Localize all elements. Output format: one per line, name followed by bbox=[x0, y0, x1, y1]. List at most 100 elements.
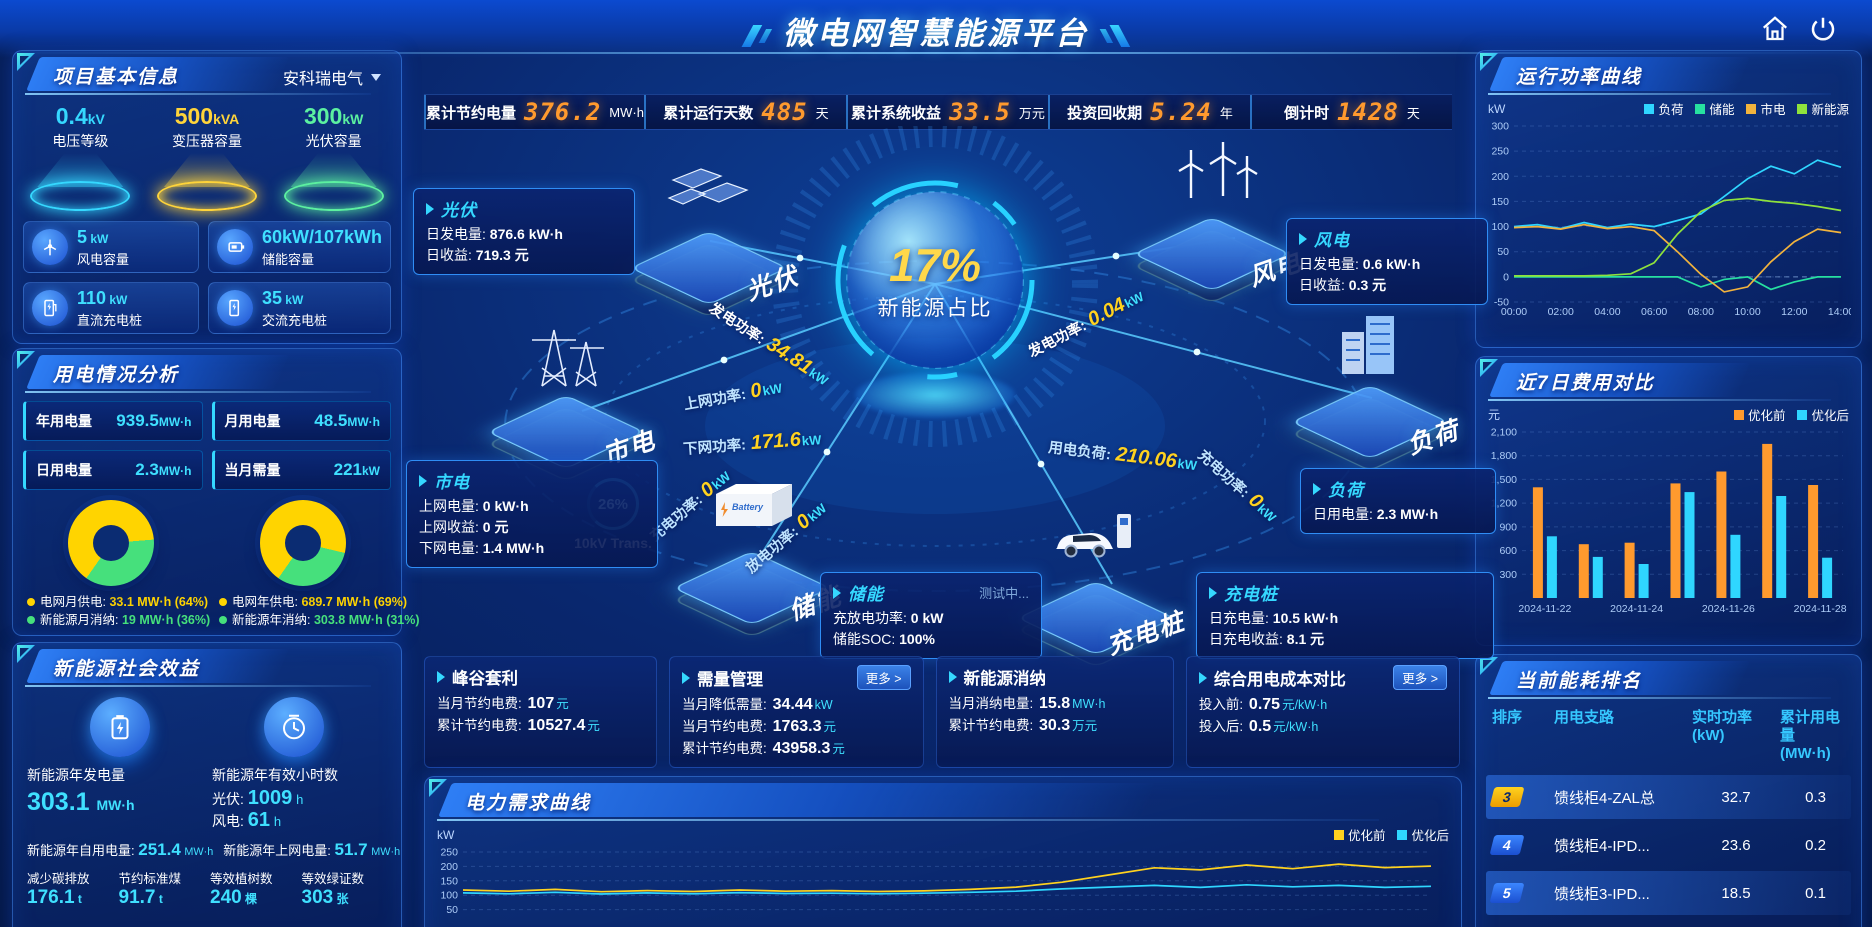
benefit-eco-stat: 等效绿证数 303 张 bbox=[302, 868, 388, 909]
panel-cost-compare: 近7日费用对比 元 优化前 优化后 300 600 900 1,200 1,500 1,80… bbox=[1475, 356, 1862, 646]
deco-slash-icon bbox=[1109, 24, 1131, 47]
kpi-value: 485 bbox=[761, 98, 808, 126]
power-icon[interactable] bbox=[1808, 14, 1838, 44]
svg-text:300: 300 bbox=[1499, 569, 1517, 581]
card-value: 110 kW bbox=[77, 287, 128, 308]
grid-node[interactable]: 市电 bbox=[482, 318, 660, 482]
grid-icon bbox=[524, 320, 610, 393]
usage-donut: 电网月供电: 33.1 MW·h (64%) 新能源月消纳: 19 MW·h (3… bbox=[21, 500, 210, 629]
svg-text:150: 150 bbox=[1491, 196, 1509, 208]
arrow-icon bbox=[833, 586, 841, 599]
legend-item: 优化后 bbox=[1797, 405, 1849, 424]
ranking-column-header: 累计用电量 (MW·h) bbox=[1780, 709, 1841, 762]
benefit-eco-stat: 节约标准煤 91.7 t bbox=[119, 868, 205, 909]
info-box-title: 光伏 bbox=[441, 201, 477, 220]
svg-text:300: 300 bbox=[1491, 121, 1509, 133]
info-box-grid: 市电 上网电量: 0 kW·h 上网收益: 0 元下网电量: 1.4 MW·h bbox=[406, 460, 658, 568]
svg-text:250: 250 bbox=[1491, 146, 1509, 158]
corner-flag-icon bbox=[1480, 53, 1498, 71]
info-row: 日收益: 719.3 元 bbox=[426, 247, 529, 263]
rank-badge: 5 bbox=[1489, 883, 1525, 903]
arrow-icon bbox=[1209, 586, 1217, 599]
load-node[interactable]: 负荷 bbox=[1286, 308, 1464, 472]
kpi-row: 投入前: 0.75 元/kW·h bbox=[1198, 696, 1328, 713]
table-row[interactable]: 4 馈线柜4-IPD... 23.6 0.2 bbox=[1486, 823, 1851, 867]
pedestal-ring-icon bbox=[156, 181, 257, 211]
arrow-icon bbox=[419, 474, 427, 487]
battery-energy-icon bbox=[90, 697, 150, 757]
info-row: 上网电量: 0 kW·h bbox=[419, 498, 529, 514]
y-axis-unit: kW bbox=[437, 827, 455, 842]
legend-label: 新能源月消纳: bbox=[40, 613, 122, 627]
page-title: 微电网智慧能源平台 bbox=[741, 8, 1131, 53]
eco-label: 节约标准煤 bbox=[118, 872, 182, 886]
branch-name: 馈线柜4-IPD... bbox=[1554, 837, 1650, 855]
card-text: 5 kW 风电容量 bbox=[77, 227, 129, 268]
legend-value: 19 MW·h (36%) bbox=[121, 613, 211, 627]
card-text: 60kW/107kWh 储能容量 bbox=[262, 227, 382, 268]
charger-node[interactable]: 充电桩 bbox=[1012, 504, 1189, 668]
legend-swatch-icon bbox=[1333, 829, 1344, 840]
more-button[interactable]: 更多 > bbox=[1393, 665, 1447, 690]
project-capacity-card: 5 kW 风电容量 bbox=[23, 221, 199, 273]
svg-text:06:00: 06:00 bbox=[1641, 306, 1667, 318]
arrow-icon bbox=[1313, 482, 1321, 495]
storage-node[interactable]: Battery 储能 bbox=[668, 474, 846, 638]
stat-value: 939.5MW·h bbox=[116, 411, 192, 430]
eco-value: 240 棵 bbox=[210, 887, 258, 908]
table-row[interactable]: 6 馈线柜6-IPD 22.7 0.1 bbox=[1486, 919, 1851, 927]
company-select[interactable]: 安科瑞电气 bbox=[283, 65, 381, 89]
realtime-power: 32.7 bbox=[1721, 788, 1751, 806]
benefit-value: 303.1 MW·h bbox=[27, 788, 135, 816]
benefit-line: 光伏: 1009 h bbox=[212, 787, 304, 809]
panel-power-curve: 运行功率曲线 kW 负荷 储能 市电 新能源 -50 0 50 100 150 200 250 30… bbox=[1475, 50, 1862, 348]
kpi-item: 投资回收期 5.24 年 bbox=[1047, 95, 1250, 129]
more-button[interactable]: 更多 > bbox=[856, 665, 911, 690]
light-beam-icon bbox=[163, 153, 250, 187]
card-text: 35 kW 交流充电桩 bbox=[262, 288, 327, 329]
svg-text:12:00: 12:00 bbox=[1781, 306, 1807, 318]
mid-panel-title: 峰谷套利 bbox=[452, 670, 518, 688]
arrow-icon bbox=[1299, 232, 1307, 245]
table-row[interactable]: 3 馈线柜4-ZAL总 32.7 0.3 bbox=[1486, 775, 1851, 819]
project-capacity-card: 110 kW 直流充电桩 bbox=[23, 282, 199, 334]
info-box-header: 光伏 bbox=[426, 196, 622, 221]
svg-text:2024-11-26: 2024-11-26 bbox=[1702, 603, 1755, 615]
kpi-label: 累计节约电量 bbox=[426, 104, 517, 122]
kpi-item: 倒计时 1428 天 bbox=[1249, 95, 1452, 129]
cost-chart: 300 600 900 1,200 1,500 1,800 2,100 2024-11-22 2… bbox=[1476, 424, 1861, 621]
panel-header: 当前能耗排名 bbox=[1480, 657, 1855, 699]
mid-panel-header: 峰谷套利 bbox=[437, 665, 644, 689]
wind-turbine-icon bbox=[32, 229, 68, 265]
storage-icon: Battery bbox=[708, 476, 798, 539]
svg-text:100: 100 bbox=[440, 890, 458, 902]
info-box-header: 负荷 bbox=[1313, 476, 1483, 501]
ranking-column-header: 排序 bbox=[1492, 709, 1523, 726]
y-axis-unit: 元 bbox=[1488, 408, 1501, 422]
svg-text:2024-11-24: 2024-11-24 bbox=[1610, 603, 1663, 615]
svg-text:200: 200 bbox=[440, 861, 458, 873]
storage-brand-text: Battery bbox=[732, 502, 764, 512]
legend-value: 303.8 MW·h (31%) bbox=[313, 613, 420, 627]
info-row: 日充电收益: 8.1 元 bbox=[1209, 631, 1325, 647]
mid-panel-3: 新能源消纳 当月消纳电量: 15.8 MW·h 累计节约电费: 30.3 万元 bbox=[935, 656, 1174, 768]
info-box-title: 市电 bbox=[434, 473, 470, 492]
pv-node[interactable]: 光伏 bbox=[625, 154, 803, 318]
card-value: 5 kW bbox=[77, 226, 109, 247]
info-box-title: 风电 bbox=[1314, 231, 1350, 250]
light-beam-icon bbox=[37, 153, 124, 187]
y-axis-unit: kW bbox=[1488, 101, 1506, 116]
legend-item: 储能 bbox=[1695, 99, 1734, 118]
svg-text:100: 100 bbox=[1491, 221, 1509, 233]
legend-value: 689.7 MW·h (69%) bbox=[301, 595, 408, 609]
kpi-value: 1428 bbox=[1337, 98, 1399, 126]
wind-node[interactable]: 风电 bbox=[1128, 140, 1306, 304]
home-icon[interactable] bbox=[1760, 14, 1790, 44]
info-box-header: 储能 测试中... bbox=[833, 580, 1029, 605]
dc-charger-icon bbox=[32, 290, 68, 326]
kpi-item: 累计节约电量 376.2 MW·h bbox=[424, 95, 644, 129]
benefit-primary-stats: 新能源年发电量 303.1 MW·h 新能源年有效小时数 光伏: 1009 h 风电: … bbox=[13, 757, 401, 832]
table-row[interactable]: 5 馈线柜3-IPD... 18.5 0.1 bbox=[1486, 871, 1851, 915]
demand-legend: 优化前 优化后 bbox=[1333, 825, 1449, 844]
